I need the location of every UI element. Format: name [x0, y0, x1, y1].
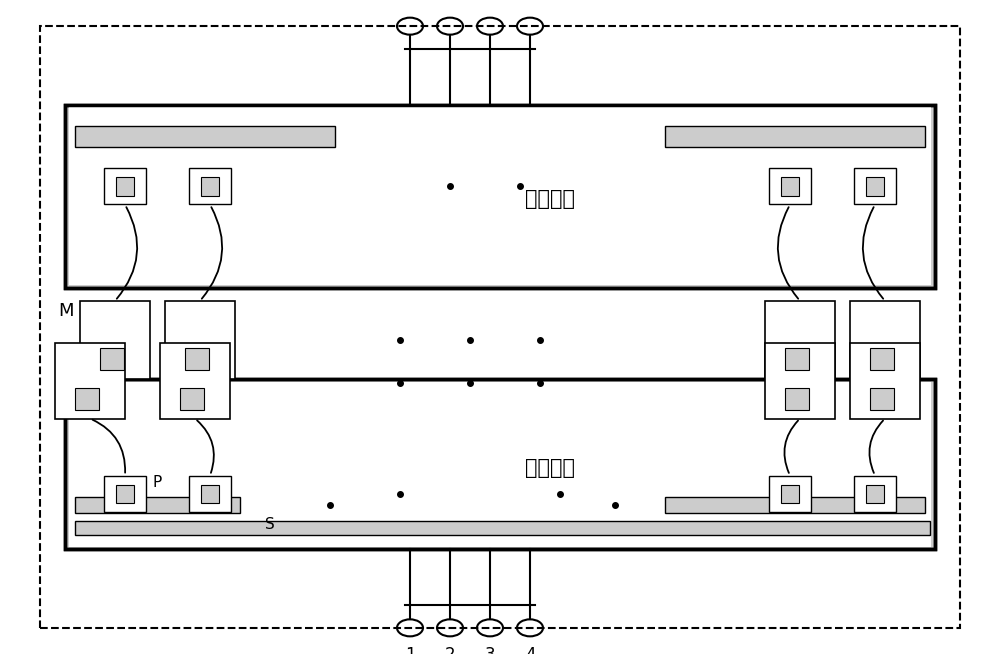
Text: 驱动电路: 驱动电路: [525, 190, 575, 209]
Bar: [785, 348, 809, 370]
Bar: [185, 348, 209, 370]
Bar: [75, 497, 240, 513]
Bar: [781, 485, 799, 503]
Text: 4: 4: [525, 646, 535, 654]
Bar: [765, 343, 835, 419]
Bar: [854, 168, 896, 204]
Bar: [65, 105, 935, 288]
Bar: [104, 475, 146, 511]
Bar: [765, 301, 835, 379]
Bar: [165, 301, 235, 379]
Text: 2: 2: [445, 646, 455, 654]
Text: S: S: [265, 517, 275, 532]
Bar: [65, 379, 935, 549]
Bar: [80, 301, 150, 379]
Bar: [100, 348, 124, 370]
Text: P: P: [153, 475, 162, 490]
Text: 3: 3: [485, 646, 495, 654]
Bar: [75, 521, 930, 535]
Bar: [769, 475, 811, 511]
Bar: [785, 388, 809, 409]
Bar: [189, 475, 231, 511]
Bar: [75, 126, 335, 147]
Bar: [116, 485, 134, 503]
Bar: [104, 168, 146, 204]
Bar: [866, 485, 884, 503]
Bar: [160, 343, 230, 419]
Bar: [69, 107, 931, 285]
Bar: [69, 382, 931, 547]
Bar: [65, 105, 935, 288]
Bar: [870, 348, 894, 370]
Bar: [189, 168, 231, 204]
Bar: [180, 388, 204, 409]
Bar: [65, 379, 935, 549]
Text: M: M: [58, 302, 74, 320]
Bar: [201, 177, 219, 196]
Text: 驱动电路: 驱动电路: [525, 458, 575, 477]
Text: 1: 1: [405, 646, 415, 654]
Bar: [870, 388, 894, 409]
Bar: [116, 177, 134, 196]
Bar: [854, 475, 896, 511]
Bar: [55, 343, 125, 419]
Bar: [75, 388, 99, 409]
Bar: [201, 485, 219, 503]
Bar: [769, 168, 811, 204]
Bar: [850, 343, 920, 419]
Bar: [665, 497, 925, 513]
Bar: [665, 126, 925, 147]
Bar: [866, 177, 884, 196]
Bar: [850, 301, 920, 379]
Bar: [781, 177, 799, 196]
